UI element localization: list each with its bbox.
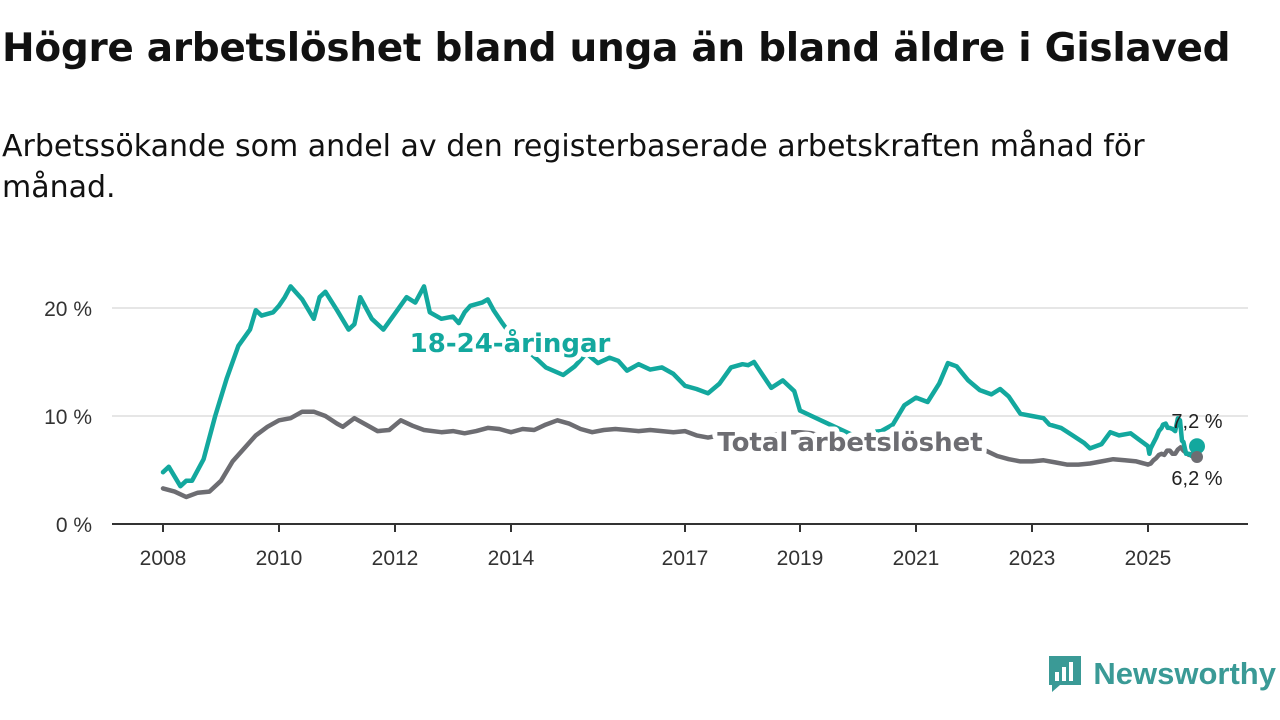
series-end-label: 7,2 % [1171, 411, 1222, 433]
y-tick-label: 20 % [44, 298, 92, 321]
chart-title: Högre arbetslöshet bland unga än bland ä… [2, 26, 1231, 71]
series-line [160, 284, 1200, 489]
x-tick-label: 2025 [1125, 547, 1172, 570]
brand-name: Newsworthy [1093, 656, 1276, 691]
y-tick-label: 10 % [44, 406, 92, 429]
x-tick-label: 2021 [893, 547, 940, 570]
x-tick-label: 2012 [372, 547, 419, 570]
y-axis-tick-labels: 0 % 10 % 20 % [44, 298, 92, 537]
series-label: 18-24-åringar [410, 327, 611, 359]
y-tick-label: 0 % [56, 514, 92, 537]
series-end-label: 6,2 % [1171, 468, 1222, 490]
series-layer [160, 284, 1205, 500]
x-tick-label: 2019 [777, 547, 824, 570]
series-end-marker [1189, 438, 1205, 455]
x-tick-label: 2014 [488, 547, 535, 570]
series-labels: 7,2 %6,2 %18-24-åringar18-24-åringarTota… [405, 322, 1223, 490]
series-label-halo: Total arbetslöshet [717, 428, 982, 458]
x-tick-label: 2010 [256, 547, 303, 570]
chart-subtitle: Arbetssökande som andel av den registerb… [2, 129, 1145, 205]
x-tick-label: 2017 [662, 547, 709, 570]
series-label-halo: 18-24-åringar [410, 327, 611, 359]
series-end-marker [1191, 451, 1203, 464]
x-tick-label: 2023 [1009, 547, 1056, 570]
x-axis-ticks: 2008 2010 2012 2014 2017 2019 2021 2023 2025 [140, 524, 1172, 570]
brand-logo: Newsworthy [1047, 654, 1276, 694]
series-label: Total arbetslöshet [717, 428, 982, 458]
grid-lines [112, 307, 1248, 417]
line-chart: 0 % 10 % 20 % 2008 2010 2012 2014 2017 2019 2021… [44, 284, 1248, 570]
series-line [160, 409, 1200, 500]
x-tick-label: 2008 [140, 547, 187, 570]
newsworthy-logo-icon [1049, 656, 1082, 692]
